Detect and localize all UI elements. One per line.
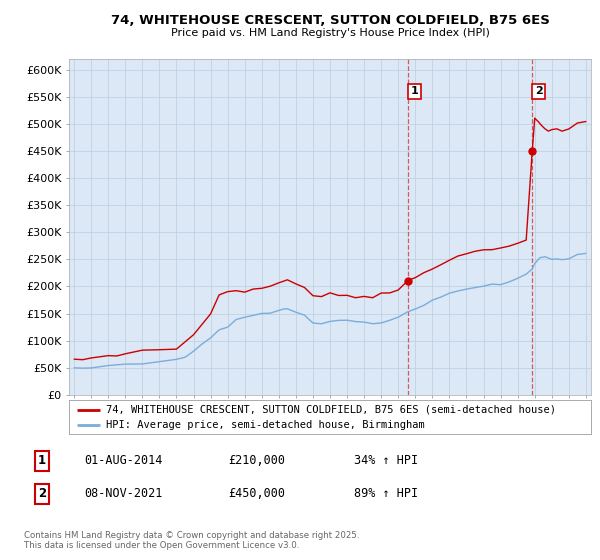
Text: Price paid vs. HM Land Registry's House Price Index (HPI): Price paid vs. HM Land Registry's House … (170, 28, 490, 38)
Text: £210,000: £210,000 (228, 454, 285, 468)
Text: 89% ↑ HPI: 89% ↑ HPI (354, 487, 418, 501)
Text: 2: 2 (535, 86, 542, 96)
Text: 01-AUG-2014: 01-AUG-2014 (84, 454, 163, 468)
Text: 08-NOV-2021: 08-NOV-2021 (84, 487, 163, 501)
Text: 1: 1 (38, 454, 46, 468)
Text: 1: 1 (410, 86, 418, 96)
Text: Contains HM Land Registry data © Crown copyright and database right 2025.
This d: Contains HM Land Registry data © Crown c… (24, 531, 359, 550)
Text: 74, WHITEHOUSE CRESCENT, SUTTON COLDFIELD, B75 6ES (semi-detached house): 74, WHITEHOUSE CRESCENT, SUTTON COLDFIEL… (106, 405, 556, 415)
Text: HPI: Average price, semi-detached house, Birmingham: HPI: Average price, semi-detached house,… (106, 419, 424, 430)
Text: 34% ↑ HPI: 34% ↑ HPI (354, 454, 418, 468)
Text: 2: 2 (38, 487, 46, 501)
Text: 74, WHITEHOUSE CRESCENT, SUTTON COLDFIELD, B75 6ES: 74, WHITEHOUSE CRESCENT, SUTTON COLDFIEL… (110, 14, 550, 27)
Text: £450,000: £450,000 (228, 487, 285, 501)
